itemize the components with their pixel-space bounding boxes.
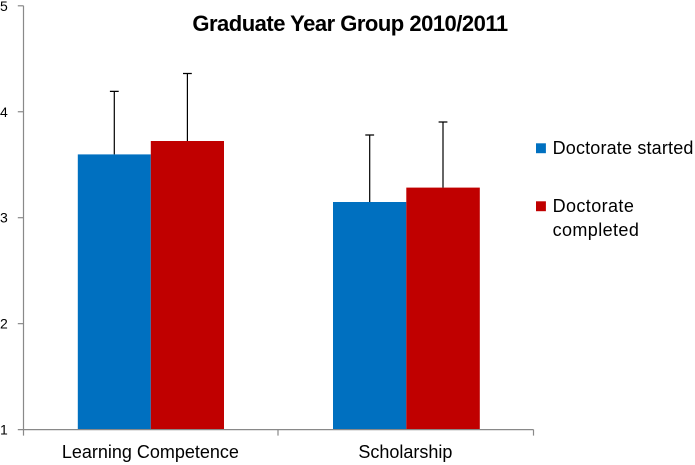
svg-text:5: 5 [0, 0, 8, 14]
svg-text:completed: completed [553, 220, 640, 240]
svg-text:3: 3 [0, 210, 8, 226]
svg-text:Graduate Year Group 2010/2011: Graduate Year Group 2010/2011 [192, 11, 508, 36]
svg-text:4: 4 [0, 104, 8, 120]
svg-text:2: 2 [0, 316, 8, 332]
svg-text:Doctorate: Doctorate [553, 196, 635, 216]
svg-text:Scholarship: Scholarship [358, 442, 452, 462]
svg-text:Doctorate started: Doctorate started [553, 138, 694, 158]
svg-text:Learning Competence: Learning Competence [62, 442, 239, 462]
svg-text:1: 1 [0, 422, 8, 438]
